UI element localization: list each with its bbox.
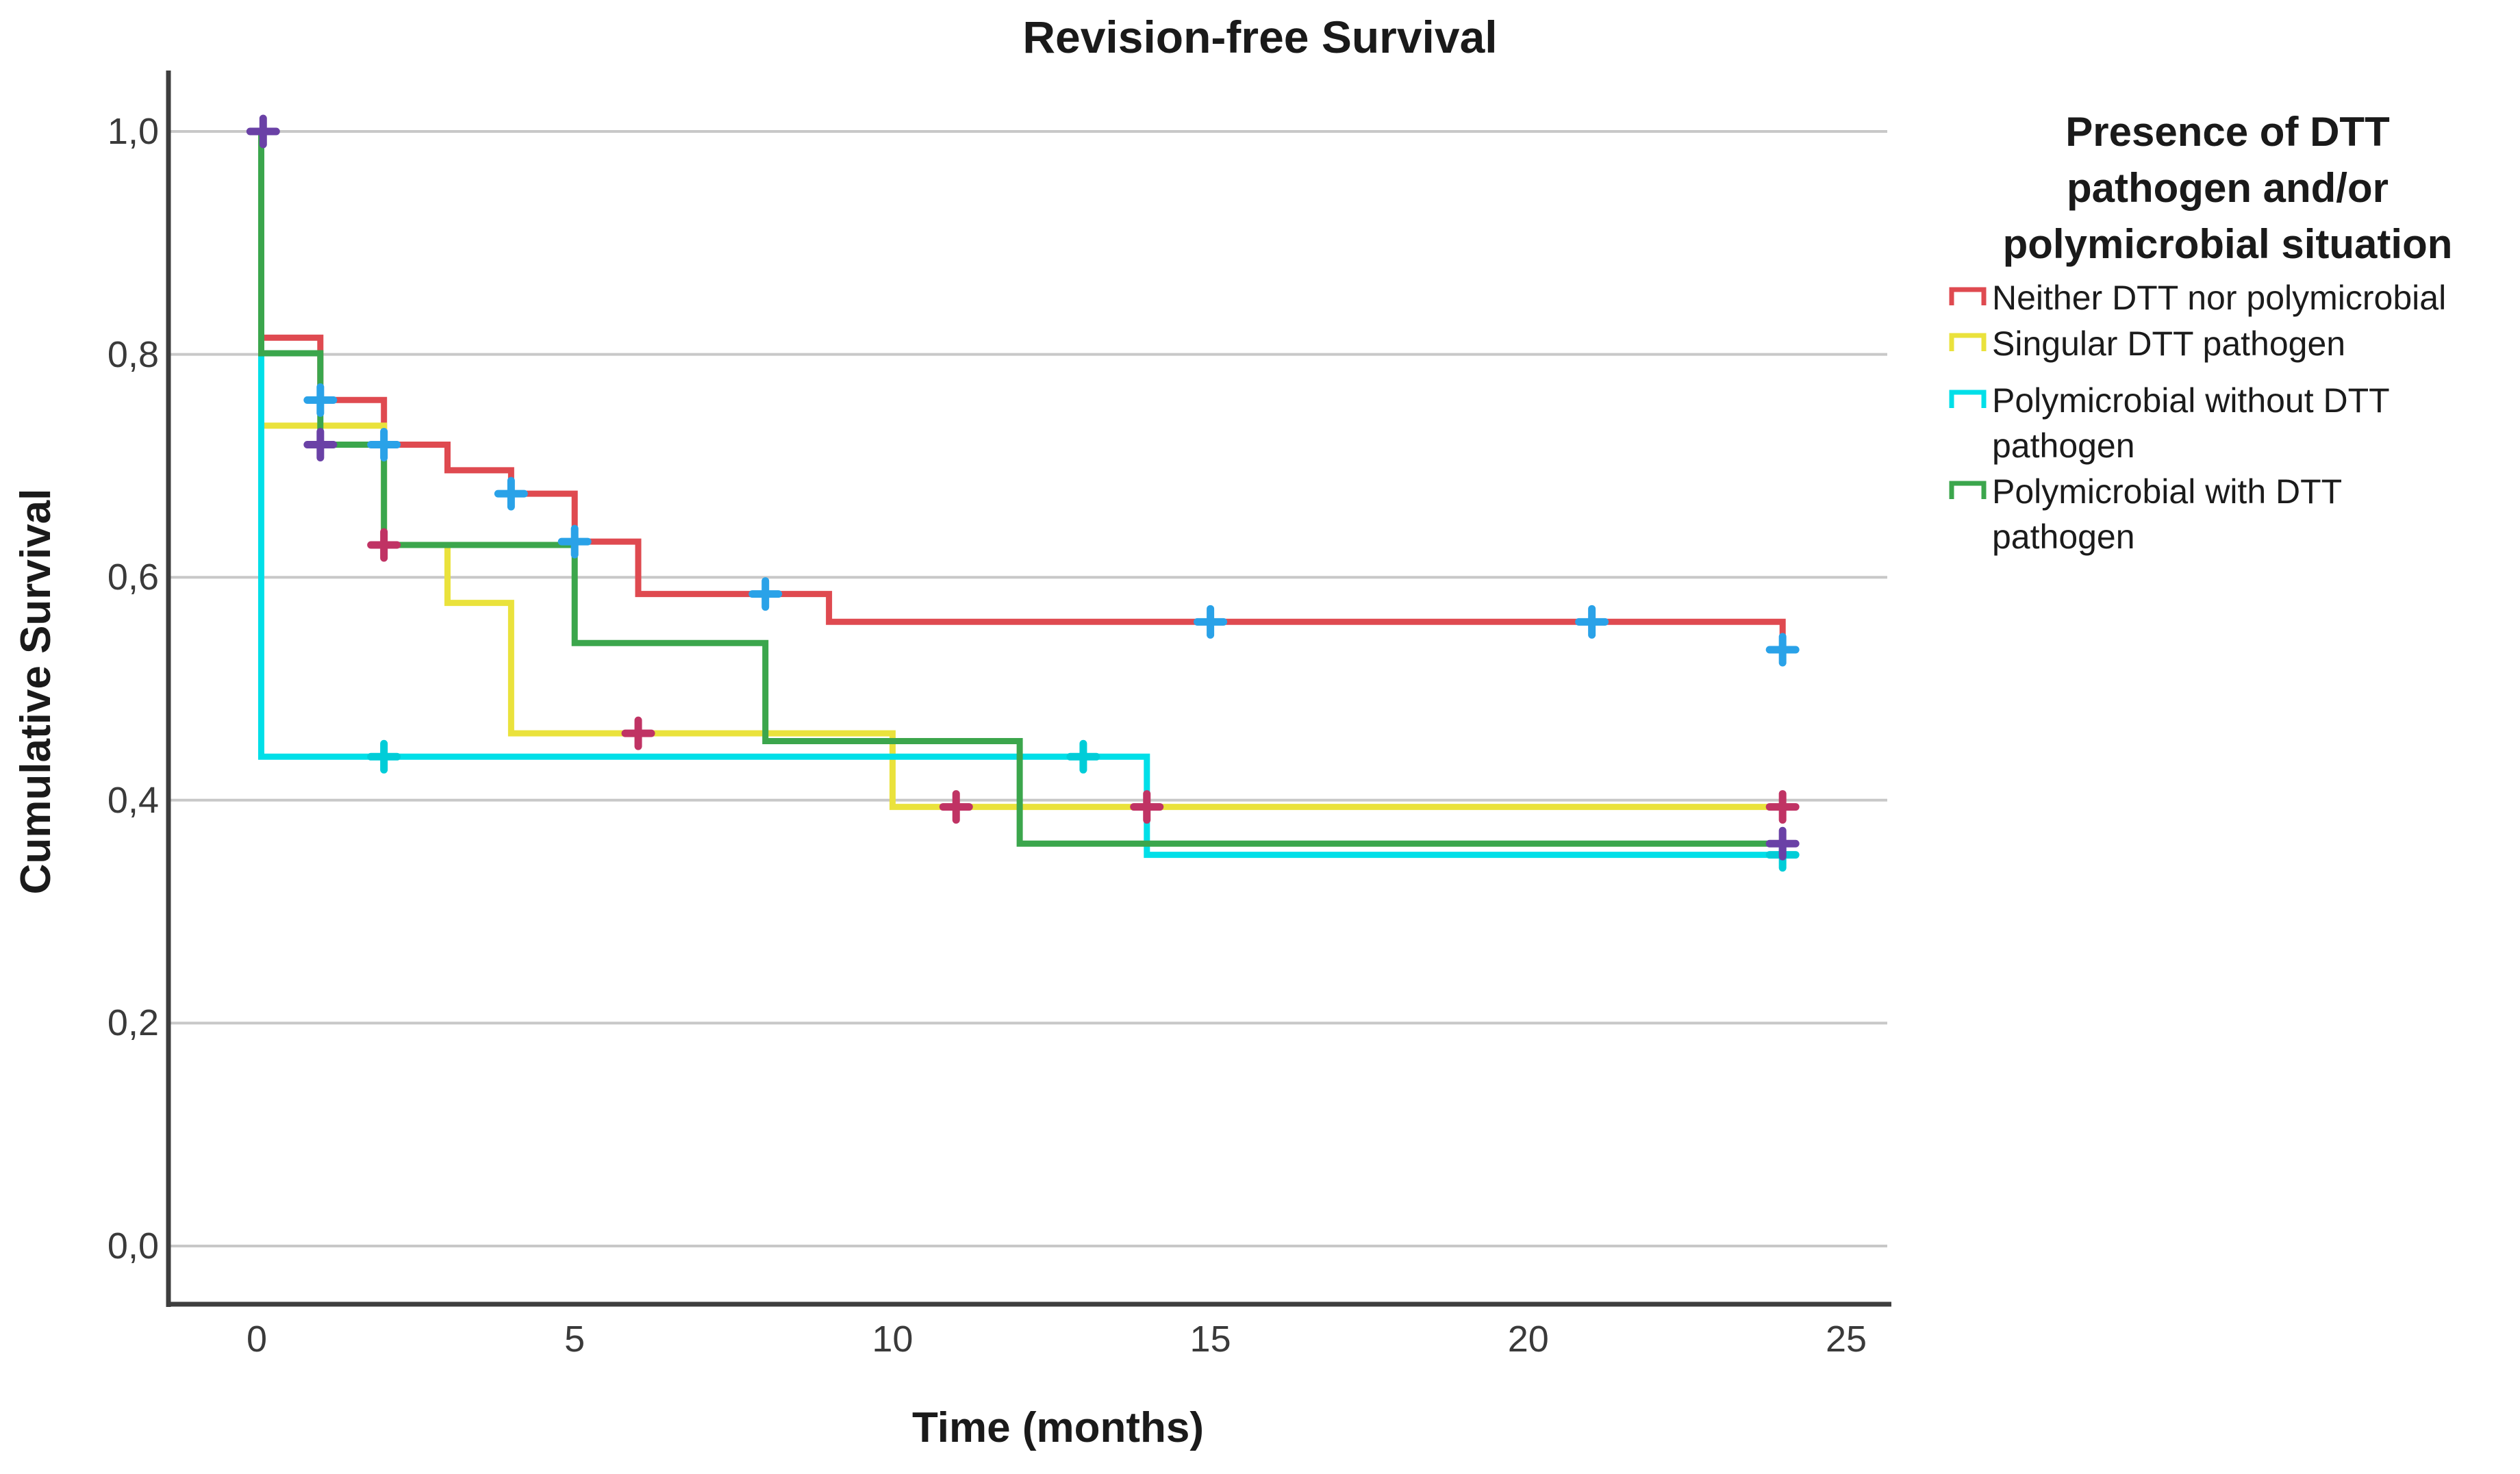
censor-mark-neither <box>748 577 783 611</box>
x-tick-label: 0 <box>246 1319 268 1360</box>
censor-mark-poly-with-dtt <box>303 427 338 461</box>
y-tick-label: 0,8 <box>107 333 159 375</box>
series-line-poly-with-dtt <box>258 131 1783 847</box>
x-tick-label: 25 <box>1825 1319 1867 1360</box>
censor-mark-poly-without-dtt <box>1066 739 1100 774</box>
y-tick-label: 0,4 <box>107 779 159 821</box>
x-tick-label: 5 <box>564 1319 585 1360</box>
x-tick-label: 15 <box>1189 1319 1231 1360</box>
censor-mark-neither <box>494 476 528 511</box>
censor-mark-singular-dtt <box>1765 790 1800 824</box>
y-tick-label: 0,0 <box>107 1225 159 1267</box>
censor-mark-singular-dtt <box>939 790 973 824</box>
series-line-neither <box>258 131 1786 650</box>
censor-mark-poly-with-dtt <box>246 114 280 149</box>
censor-mark-neither <box>1194 605 1228 639</box>
censor-mark-neither <box>557 524 592 559</box>
censor-mark-singular-dtt <box>367 528 401 562</box>
censor-mark-neither <box>367 427 401 461</box>
y-tick-label: 0,6 <box>107 557 159 598</box>
x-axis-title: Time (months) <box>912 1404 1204 1451</box>
censor-mark-poly-without-dtt <box>367 739 401 774</box>
x-tick-label: 10 <box>872 1319 914 1360</box>
chart-title: Revision-free Survival <box>1022 12 1498 62</box>
censor-mark-poly-with-dtt <box>1765 826 1800 861</box>
series-line-poly-without-dtt <box>258 131 1783 859</box>
x-tick-label: 20 <box>1507 1319 1549 1360</box>
censor-mark-neither <box>1575 605 1609 639</box>
censor-mark-singular-dtt <box>1130 790 1164 824</box>
censor-mark-singular-dtt <box>621 716 655 750</box>
y-tick-label: 0,2 <box>107 1002 159 1044</box>
y-tick-label: 1,0 <box>107 111 159 152</box>
censor-mark-neither <box>303 383 338 417</box>
censor-mark-neither <box>1765 633 1800 667</box>
